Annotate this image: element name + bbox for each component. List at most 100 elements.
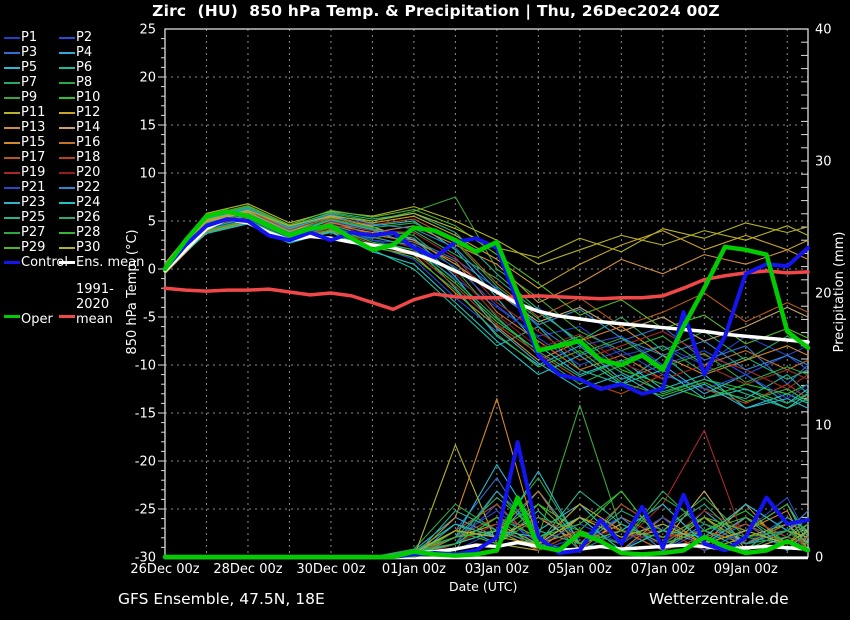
legend-swatch bbox=[4, 141, 20, 144]
x-tick-label: 28Dec 00z bbox=[213, 562, 282, 577]
legend-item-p20: P20 bbox=[59, 165, 100, 180]
y-right-tick-label: 40 bbox=[815, 23, 832, 38]
legend-label: P13 bbox=[21, 120, 46, 135]
legend-row: P17 P18 bbox=[4, 150, 144, 165]
legend-swatch bbox=[4, 315, 20, 318]
legend-swatch bbox=[4, 261, 20, 264]
legend-swatch bbox=[59, 216, 75, 219]
legend-row: P11 P12 bbox=[4, 105, 144, 120]
y-right-tick-label: 20 bbox=[815, 287, 832, 302]
legend-item-p29: P29 bbox=[4, 240, 59, 255]
legend-label: P21 bbox=[21, 180, 46, 195]
y-left-tick-label: 10 bbox=[139, 167, 156, 182]
legend-item-p21: P21 bbox=[4, 180, 59, 195]
legend-row: P21 P22 bbox=[4, 180, 144, 195]
legend-row: P27 P28 bbox=[4, 225, 144, 240]
legend-item-p24: P24 bbox=[59, 195, 100, 210]
legend-label: P1 bbox=[21, 30, 38, 45]
legend-item-p6: P6 bbox=[59, 60, 92, 75]
legend-swatch bbox=[59, 96, 75, 99]
legend-item-p13: P13 bbox=[4, 120, 59, 135]
legend-row: Oper 1991-2020 mean bbox=[4, 282, 144, 327]
x-axis-label: Date (UTC) bbox=[449, 579, 518, 594]
legend-item-p8: P8 bbox=[59, 75, 92, 90]
legend-item-p9: P9 bbox=[4, 90, 59, 105]
member-temp-P25 bbox=[164, 207, 809, 409]
legend-item-p2: P2 bbox=[59, 30, 92, 45]
y-right-tick-label: 10 bbox=[815, 419, 832, 434]
x-tick-label: 07Jan 00z bbox=[631, 562, 695, 577]
legend-item-p19: P19 bbox=[4, 165, 59, 180]
legend-item-ens-mean: Ens. mean bbox=[59, 255, 144, 270]
legend-item-p15: P15 bbox=[4, 135, 59, 150]
tick-labels: 25 20 15 10 5 0 -5 -10 -15 -20 -25 -30 40 30 20 10 0 26De… bbox=[130, 23, 831, 578]
y-left-tick-label: -10 bbox=[135, 359, 156, 374]
legend-label: P29 bbox=[21, 240, 46, 255]
legend-swatch bbox=[4, 96, 20, 99]
legend-label: P3 bbox=[21, 45, 38, 60]
legend-swatch bbox=[4, 51, 20, 54]
x-tick-label: 01Jan 00z bbox=[382, 562, 446, 577]
legend-label: P24 bbox=[76, 195, 101, 210]
legend-item-p4: P4 bbox=[59, 45, 92, 60]
y-left-tick-label: -25 bbox=[135, 503, 156, 518]
legend-label: P8 bbox=[76, 75, 93, 90]
special-temp-Ens. mean bbox=[163, 217, 810, 344]
member-temp-P17 bbox=[164, 209, 809, 328]
legend-swatch bbox=[4, 201, 20, 204]
legend-label: P25 bbox=[21, 210, 46, 225]
footer-branding: Wetterzentrale.de bbox=[649, 590, 789, 608]
legend-item-p23: P23 bbox=[4, 195, 59, 210]
legend-item-p14: P14 bbox=[59, 120, 100, 135]
legend-row: P7 P8 bbox=[4, 75, 144, 90]
legend-label: P12 bbox=[76, 105, 101, 120]
legend-label: P10 bbox=[76, 90, 101, 105]
legend-swatch bbox=[59, 126, 75, 129]
member-temp-P27 bbox=[164, 212, 809, 383]
legend-item-p27: P27 bbox=[4, 225, 59, 240]
y-right-tick-label: 0 bbox=[815, 551, 823, 566]
y-left-tick-label: 25 bbox=[139, 23, 156, 38]
legend-item-p12: P12 bbox=[59, 105, 100, 120]
legend-swatch bbox=[59, 66, 75, 69]
legend-row: Control Ens. mean bbox=[4, 255, 144, 270]
y-left-tick-label: 15 bbox=[139, 119, 156, 134]
legend-swatch bbox=[59, 186, 75, 189]
member-temp-P3 bbox=[164, 210, 809, 385]
member-temp-P29 bbox=[164, 205, 809, 345]
legend-row: P29 P30 bbox=[4, 240, 144, 255]
y-axis-left-label: 850 hPa Temp. (°C) bbox=[125, 229, 140, 354]
legend-row: P13 P14 bbox=[4, 120, 144, 135]
legend-swatch bbox=[4, 81, 20, 84]
special-precip-Oper bbox=[162, 495, 811, 560]
legend-swatch bbox=[4, 186, 20, 189]
x-tick-label: 30Dec 00z bbox=[296, 562, 365, 577]
y-left-tick-label: 20 bbox=[139, 71, 156, 86]
legend-label: P23 bbox=[21, 195, 46, 210]
legend-swatch bbox=[59, 36, 75, 39]
legend-label: Control bbox=[21, 255, 68, 270]
legend-swatch bbox=[4, 231, 20, 234]
axes bbox=[158, 28, 809, 560]
legend-item-p1: P1 bbox=[4, 30, 59, 45]
y-left-tick-label: 5 bbox=[148, 215, 156, 230]
legend-item-oper: Oper bbox=[4, 312, 59, 327]
special-temp-1991-2020 mean bbox=[163, 269, 810, 312]
legend-label: P11 bbox=[21, 105, 46, 120]
legend-item-p18: P18 bbox=[59, 150, 100, 165]
legend-item-p30: P30 bbox=[59, 240, 100, 255]
y-left-tick-label: -5 bbox=[143, 311, 156, 326]
legend-row: P9 P10 bbox=[4, 90, 144, 105]
y-left-tick-label: -30 bbox=[135, 551, 156, 566]
legend-item-p25: P25 bbox=[4, 210, 59, 225]
legend-item-p26: P26 bbox=[59, 210, 100, 225]
legend-swatch bbox=[4, 156, 20, 159]
special-temp-Oper bbox=[162, 209, 811, 373]
legend: P1 P2 P3 P4 P5 P6 P7 P8 P9 P10 P11 P12 P13 P14 P15 P16 P… bbox=[4, 30, 144, 327]
x-tick-label: 05Jan 00z bbox=[548, 562, 612, 577]
legend-swatch bbox=[59, 201, 75, 204]
legend-swatch bbox=[59, 261, 75, 264]
y-axis-right-label: Precipitation (mm) bbox=[832, 232, 847, 353]
legend-label: P19 bbox=[21, 165, 46, 180]
